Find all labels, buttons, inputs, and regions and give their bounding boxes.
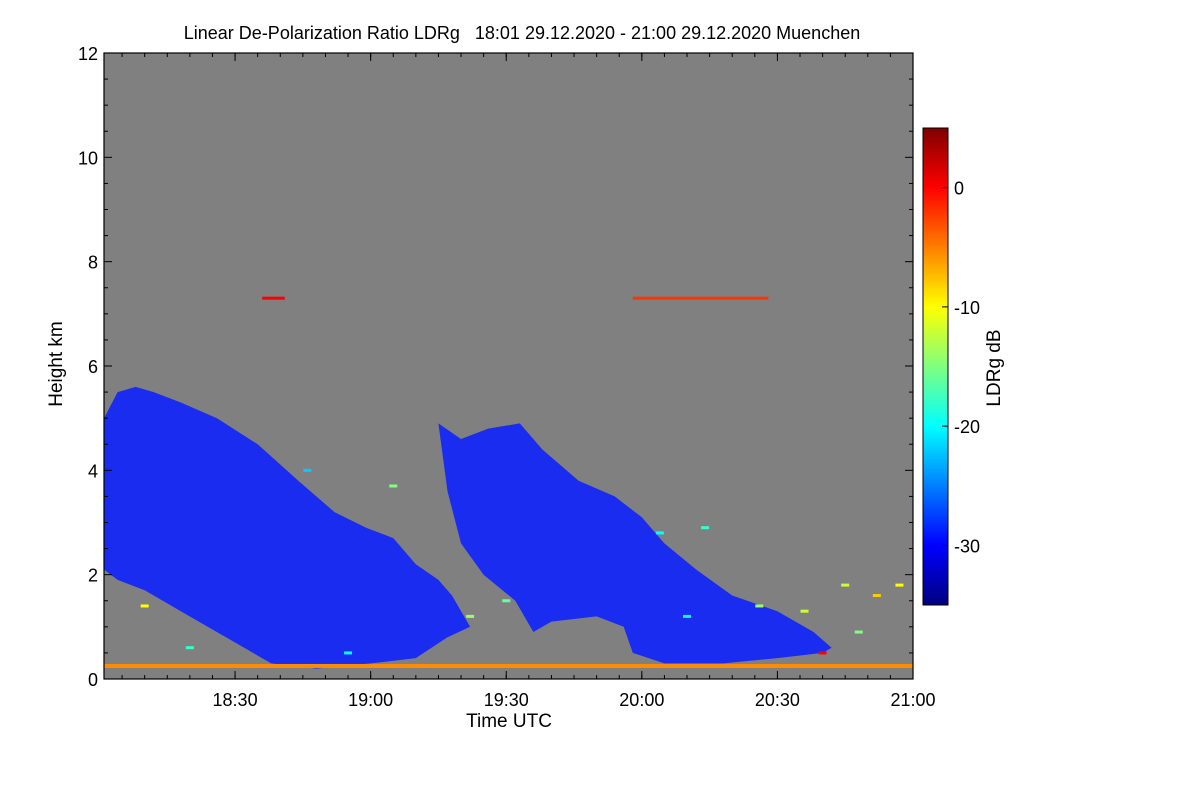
- speckle-5: [818, 651, 827, 655]
- speckle-14: [185, 646, 194, 650]
- colorbar-tick-label: -20: [954, 417, 980, 437]
- speckle-2: [872, 594, 881, 598]
- y-tick-label: 6: [88, 357, 98, 377]
- x-axis-label: Time UTC: [466, 711, 552, 732]
- x-tick-label: 21:00: [890, 690, 935, 710]
- colorbar-tick-label: 0: [954, 179, 964, 199]
- cloud-system-1: [104, 386, 471, 669]
- colorbar-tick-label: -30: [954, 536, 980, 556]
- speckle-10: [466, 614, 475, 618]
- x-axis: 18:30 19:00 19:30 20:00 20:30 21:00: [121, 53, 936, 710]
- x-tick-label: 20:00: [619, 690, 664, 710]
- chart-title: Linear De-Polarization Ratio LDRg 18:01 …: [184, 23, 860, 43]
- speckle-9: [389, 484, 398, 488]
- speckle-16: [755, 604, 764, 608]
- speckle-1: [841, 583, 850, 587]
- echo-layer: [104, 296, 913, 669]
- colorbar-ticks: 0 -10 -20 -30: [942, 179, 980, 556]
- y-tick-label: 4: [88, 461, 98, 481]
- y-axis-label: Height km: [46, 321, 67, 407]
- speckle-6: [701, 526, 710, 530]
- y-axis: 0 2 4 6 8 10 12: [78, 44, 913, 690]
- speckle-7: [655, 531, 664, 535]
- speckle-17: [800, 609, 809, 613]
- high-level-return-2: [632, 296, 769, 300]
- speckle-8: [303, 468, 312, 472]
- y-tick-label: 0: [88, 670, 98, 690]
- ground-clutter-band: [104, 663, 913, 668]
- y-tick-label: 10: [78, 148, 98, 168]
- x-tick-label: 18:30: [213, 690, 258, 710]
- speckle-15: [344, 651, 353, 655]
- speckle-4: [854, 630, 863, 634]
- colorbar-label: LDRg dB: [984, 329, 1005, 406]
- x-tick-label: 20:30: [755, 690, 800, 710]
- cloud-system-2: [438, 423, 832, 664]
- high-level-return-1: [262, 296, 285, 300]
- speckle-11: [502, 599, 511, 603]
- colorbar: [922, 127, 949, 606]
- y-tick-label: 8: [88, 253, 98, 273]
- y-tick-label: 2: [88, 566, 98, 586]
- y-tick-label: 12: [78, 44, 98, 64]
- x-tick-label: 19:00: [348, 690, 393, 710]
- speckle-3: [895, 583, 904, 587]
- speckle-12: [683, 614, 692, 618]
- speckle-13: [140, 604, 149, 608]
- colorbar-tick-label: -10: [954, 298, 980, 318]
- x-tick-label: 19:30: [484, 690, 529, 710]
